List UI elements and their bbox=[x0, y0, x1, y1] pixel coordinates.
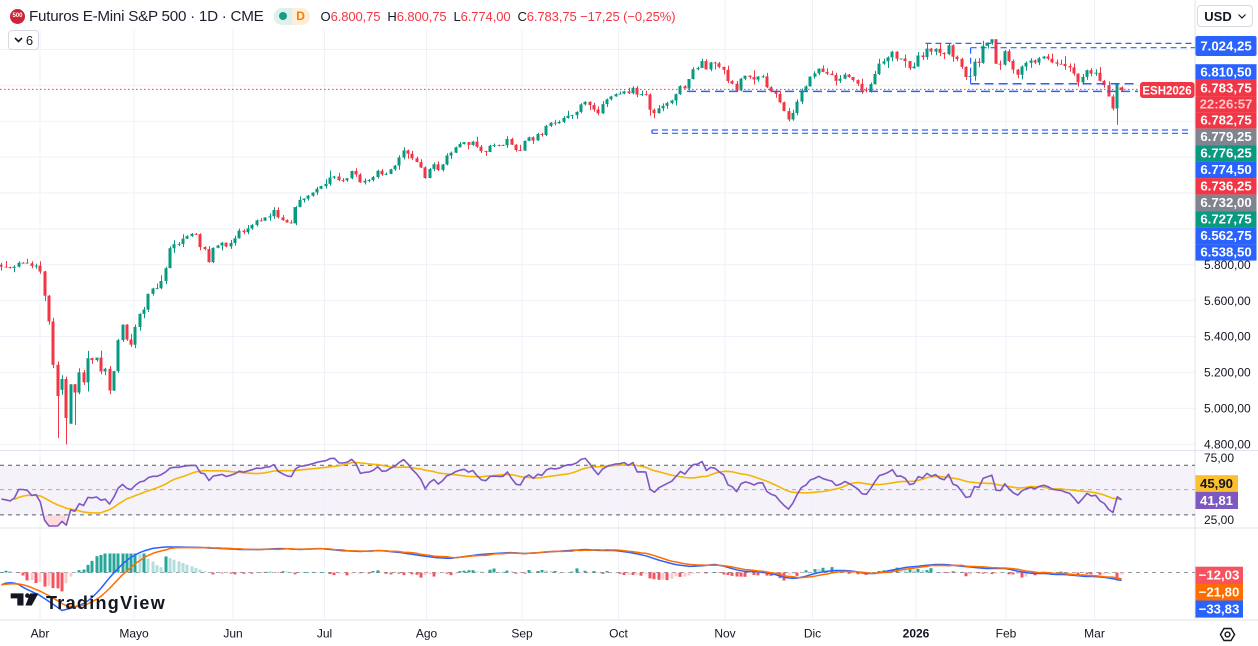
svg-text:Abr: Abr bbox=[31, 627, 50, 641]
svg-text:5.400,00: 5.400,00 bbox=[1204, 330, 1251, 344]
svg-text:Nov: Nov bbox=[714, 627, 735, 641]
svg-text:4.800,00: 4.800,00 bbox=[1204, 437, 1251, 451]
svg-text:6.774,50: 6.774,50 bbox=[1200, 162, 1251, 177]
svg-text:Mar: Mar bbox=[1084, 627, 1105, 641]
svg-text:75,00: 75,00 bbox=[1204, 451, 1234, 465]
svg-text:6.782,75: 6.782,75 bbox=[1200, 113, 1251, 128]
svg-text:7.024,25: 7.024,25 bbox=[1200, 38, 1251, 53]
svg-text:ESH2026: ESH2026 bbox=[1142, 85, 1191, 97]
svg-text:6.732,00: 6.732,00 bbox=[1200, 195, 1251, 210]
svg-text:6.736,25: 6.736,25 bbox=[1200, 179, 1251, 194]
svg-text:5.800,00: 5.800,00 bbox=[1204, 258, 1251, 272]
svg-text:−21,80: −21,80 bbox=[1199, 585, 1240, 600]
svg-text:6.562,75: 6.562,75 bbox=[1200, 228, 1251, 243]
svg-text:6.538,50: 6.538,50 bbox=[1200, 245, 1251, 260]
svg-text:45,90: 45,90 bbox=[1200, 476, 1233, 491]
svg-text:Jun: Jun bbox=[223, 627, 242, 641]
svg-text:2026: 2026 bbox=[903, 627, 930, 641]
svg-text:6.727,75: 6.727,75 bbox=[1200, 212, 1251, 227]
svg-text:−12,03: −12,03 bbox=[1199, 568, 1240, 583]
svg-text:Jul: Jul bbox=[317, 627, 332, 641]
svg-text:Oct: Oct bbox=[609, 627, 628, 641]
svg-text:6.779,25: 6.779,25 bbox=[1200, 129, 1251, 144]
svg-text:6.810,50: 6.810,50 bbox=[1200, 64, 1251, 79]
svg-text:5.600,00: 5.600,00 bbox=[1204, 294, 1251, 308]
svg-text:Feb: Feb bbox=[996, 627, 1017, 641]
svg-text:25,00: 25,00 bbox=[1204, 513, 1234, 527]
svg-text:Ago: Ago bbox=[416, 627, 438, 641]
svg-text:Dic: Dic bbox=[804, 627, 821, 641]
svg-text:6.783,75: 6.783,75 bbox=[1200, 81, 1251, 96]
svg-text:5.000,00: 5.000,00 bbox=[1204, 402, 1251, 416]
svg-text:22:26:57: 22:26:57 bbox=[1200, 97, 1253, 112]
svg-text:Sep: Sep bbox=[511, 627, 533, 641]
svg-text:6.776,25: 6.776,25 bbox=[1200, 146, 1251, 161]
svg-text:5.200,00: 5.200,00 bbox=[1204, 366, 1251, 380]
svg-text:Mayo: Mayo bbox=[119, 627, 149, 641]
svg-text:TradingView: TradingView bbox=[46, 593, 166, 613]
svg-text:−33,83: −33,83 bbox=[1199, 601, 1240, 616]
svg-text:41,81: 41,81 bbox=[1200, 493, 1233, 508]
